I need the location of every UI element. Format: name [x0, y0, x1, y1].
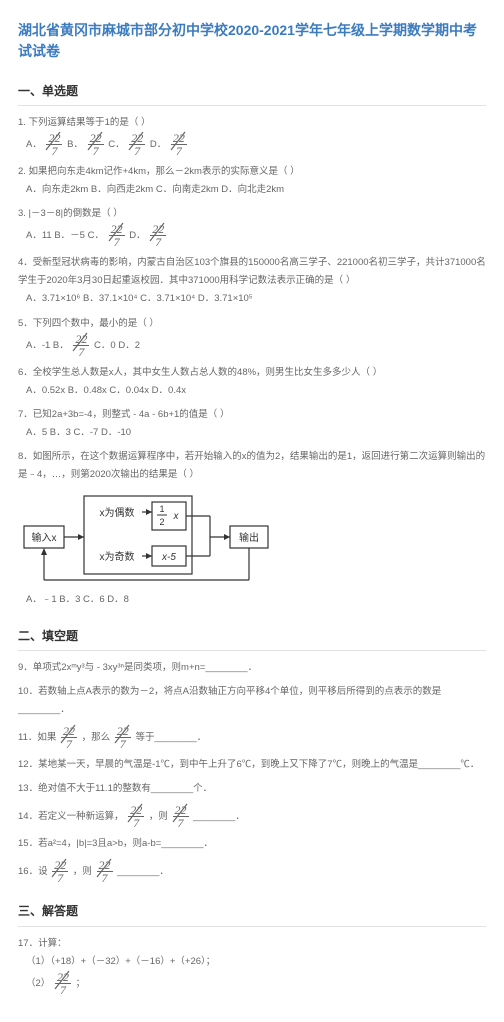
question-7: 7．已知2a+3b=-4，则整式 - 4a - 6b+1的值是（ ） A．5 B…: [18, 406, 486, 442]
svg-text:x: x: [173, 511, 180, 522]
fraction-icon: 227: [129, 132, 145, 157]
question-5: 5．下列四个数中，最小的是（ ） A．-1 B． 227 C．0 D．2: [18, 315, 486, 358]
q14-post: ________．: [193, 811, 245, 822]
svg-text:x为奇数: x为奇数: [100, 550, 135, 563]
svg-text:x为偶数: x为偶数: [100, 506, 135, 519]
q1-options: A． 227 B． 227 C． 227 D． 227: [18, 132, 486, 157]
fraction-icon: 227: [88, 132, 104, 157]
q3-text: 3. |－3－8|的倒数是（ ）: [18, 205, 486, 223]
flowchart-diagram: 输入x x为偶数 x为奇数 1 2 x x-5 输出: [18, 490, 486, 585]
section-3-header: 三、解答题: [18, 902, 486, 926]
q1-text: 1. 下列运算结果等于1的是（ ）: [18, 114, 486, 132]
q5-text: 5．下列四个数中，最小的是（ ）: [18, 315, 486, 333]
fraction-icon: 227: [55, 971, 71, 996]
question-6: 6．全校学生总人数是x人，其中女生人数占总人数的48%，则男生比女生多多少人（ …: [18, 364, 486, 400]
svg-text:1: 1: [159, 504, 164, 514]
question-13: 13．绝对值不大于11.1的整数有________个．: [18, 780, 486, 798]
exam-title: 湖北省黄冈市麻城市部分初中学校2020-2021学年七年级上学期数学期中考试试卷: [18, 20, 486, 62]
fraction-icon: 227: [115, 725, 131, 750]
q14-pre: 14．若定义一种新运算，: [18, 811, 124, 822]
q3-options: A．11 B．－5 C． 227 D． 227: [18, 223, 486, 248]
q14-mid: ，则: [149, 811, 171, 822]
q4-text: 4．受新型冠状病毒的影响，内蒙古自治区103个旗县的150000名高三学子、22…: [18, 254, 486, 290]
svg-text:输入x: 输入x: [32, 531, 57, 544]
q7-options: A．5 B．3 C．-7 D．-10: [18, 424, 486, 442]
q17-line2-pre: （2）: [26, 978, 50, 989]
fraction-icon: 227: [171, 132, 187, 157]
question-16: 16．设 227 ，则 227 ________．: [18, 859, 486, 884]
q16-mid: ，则: [73, 866, 95, 877]
q5-optA: A．-1 B．: [26, 340, 69, 351]
section-2-header: 二、填空题: [18, 627, 486, 651]
question-8: 8．如图所示，在这个数据运算程序中，若开始输入的x的值为2，结果输出的是1，返回…: [18, 448, 486, 484]
fraction-icon: 227: [61, 725, 77, 750]
fraction-icon: 227: [128, 804, 144, 829]
q8-opts: A．﹣1 B．3 C．6 D．8: [18, 591, 486, 609]
fraction-icon: 227: [46, 132, 62, 157]
question-17: 17．计算： （1）（+18）+（－32）+（－16）+（+26）； （2） 2…: [18, 935, 486, 996]
question-14: 14．若定义一种新运算， 227 ，则 227 ________．: [18, 804, 486, 829]
q5-options: A．-1 B． 227 C．0 D．2: [18, 333, 486, 358]
q2-options: A．向东走2km B．向西走2km C．向南走2km D．向北走2km: [18, 181, 486, 199]
section-1-header: 一、单选题: [18, 82, 486, 106]
question-10: 10．若数轴上点A表示的数为－2，将点A沿数轴正方向平移4个单位，则平移后所得到…: [18, 683, 486, 719]
q16-post: ________．: [117, 866, 169, 877]
q17-text: 17．计算：: [18, 935, 486, 953]
q7-text: 7．已知2a+3b=-4，则整式 - 4a - 6b+1的值是（ ）: [18, 406, 486, 424]
fraction-icon: 227: [109, 223, 125, 248]
q4-options: A．3.71×10⁶ B．37.1×10⁴ C．3.71×10⁴ D．3.71×…: [18, 290, 486, 308]
question-11: 11．如果 227 ，那么 227 等于________．: [18, 725, 486, 750]
fraction-icon: 227: [150, 223, 166, 248]
q8-text: 8．如图所示，在这个数据运算程序中，若开始输入的x的值为2，结果输出的是1，返回…: [18, 448, 486, 484]
q6-options: A．0.52x B．0.48x C．0.04x D．0.4x: [18, 382, 486, 400]
q3-optA: A．11 B．－5 C．: [26, 230, 104, 241]
svg-text:2: 2: [159, 517, 164, 527]
q1-optC: C．: [108, 139, 124, 150]
svg-text:输出: 输出: [239, 531, 259, 544]
svg-text:x-5: x-5: [161, 552, 176, 563]
question-15: 15．若a²=4，|b|=3且a>b，则a-b=________．: [18, 835, 486, 853]
question-1: 1. 下列运算结果等于1的是（ ） A． 227 B． 227 C． 227 D…: [18, 114, 486, 157]
q1-optB: B．: [67, 139, 83, 150]
question-4: 4．受新型冠状病毒的影响，内蒙古自治区103个旗县的150000名高三学子、22…: [18, 254, 486, 308]
question-2: 2. 如果把向东走4km记作+4km，那么－2km表示的实际意义是（ ） A．向…: [18, 163, 486, 199]
q17-line2: （2） 227 ；: [18, 971, 486, 996]
q2-text: 2. 如果把向东走4km记作+4km，那么－2km表示的实际意义是（ ）: [18, 163, 486, 181]
question-3: 3. |－3－8|的倒数是（ ） A．11 B．－5 C． 227 D． 227: [18, 205, 486, 248]
q8-options: A．﹣1 B．3 C．6 D．8: [18, 591, 486, 609]
q16-pre: 16．设: [18, 866, 50, 877]
q11-pre: 11．如果: [18, 732, 59, 743]
q5-optC: C．0 D．2: [94, 340, 140, 351]
fraction-icon: 227: [173, 804, 189, 829]
q6-text: 6．全校学生总人数是x人，其中女生人数占总人数的48%，则男生比女生多多少人（ …: [18, 364, 486, 382]
fraction-icon: 227: [52, 859, 68, 884]
q11-post: 等于________．: [135, 732, 206, 743]
q17-line1: （1）（+18）+（－32）+（－16）+（+26）；: [18, 953, 486, 971]
fraction-icon: 227: [97, 859, 113, 884]
fraction-icon: 227: [73, 333, 89, 358]
q1-optD: D．: [150, 139, 166, 150]
q1-optA: A．: [26, 139, 42, 150]
q3-optD: D．: [129, 230, 145, 241]
question-9: 9．单项式2xᵐy³与 - 3xy³ⁿ是同类项，则m+n=________．: [18, 659, 486, 677]
question-12: 12．某地某一天，早晨的气温是-1℃，到中午上升了6℃，到晚上又下降了7℃，则晚…: [18, 756, 486, 774]
q11-mid: ，那么: [82, 732, 113, 743]
